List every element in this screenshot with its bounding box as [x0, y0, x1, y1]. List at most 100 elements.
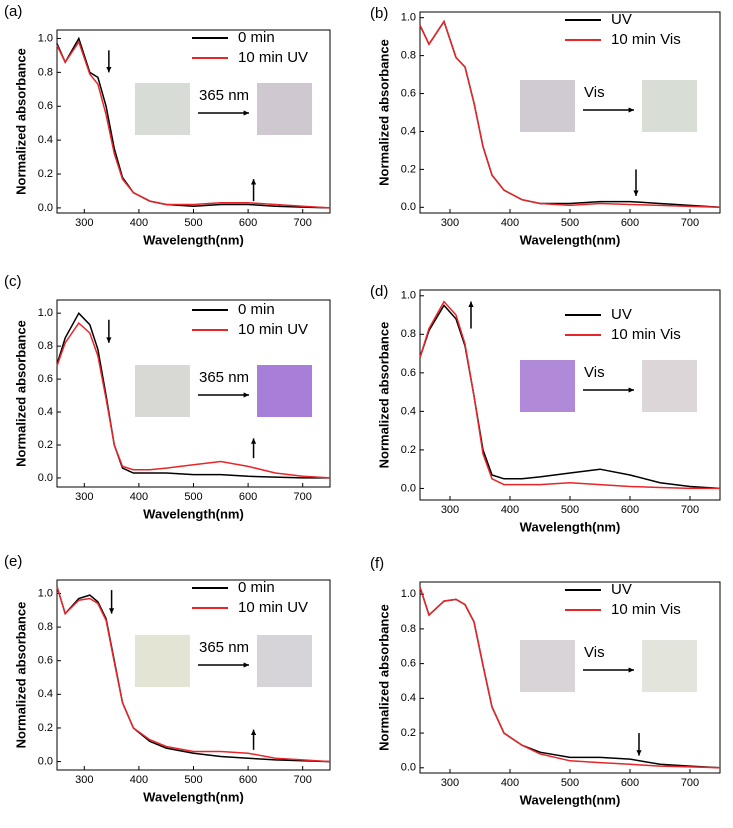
arrow-head [243, 392, 249, 398]
annotation: Vis [584, 84, 605, 101]
spectrum-line [419, 19, 721, 209]
y-tick-label: 0.4 [401, 405, 416, 417]
y-axis-label: Normalized absorbance [13, 48, 28, 195]
y-tick-label: 0.8 [401, 50, 416, 62]
legend-label: UV [611, 581, 632, 598]
arrow-head [636, 750, 642, 756]
y-tick-label: 0.8 [401, 328, 416, 340]
y-tick-label: 0.2 [38, 722, 53, 734]
y-axis-label: Normalized absorbance [13, 320, 28, 467]
spectrum-line [56, 40, 331, 209]
y-tick-label: 0.6 [401, 658, 416, 670]
inset-photo [520, 80, 575, 132]
y-tick-label: 0.6 [38, 373, 53, 385]
y-tick-label: 1.0 [38, 32, 53, 44]
y-tick-label: 0.2 [401, 163, 416, 175]
x-tick-label: 600 [621, 217, 639, 229]
annotation: 365 nm [199, 87, 249, 104]
inset-photo [520, 640, 575, 692]
legend-label: UV [611, 11, 632, 28]
arrow-head [250, 179, 257, 185]
arrow-head [628, 107, 634, 113]
y-tick-label: 0.0 [401, 482, 416, 494]
y-tick-label: 0.2 [38, 168, 53, 180]
inset-photo [135, 83, 190, 135]
arrow-head [243, 110, 249, 116]
inset-photo [642, 80, 697, 132]
x-tick-label: 600 [239, 491, 257, 503]
x-tick-label: 300 [441, 504, 459, 516]
arrow-head [250, 438, 257, 444]
inset-photo [520, 360, 575, 412]
y-tick-label: 0.6 [38, 655, 53, 667]
y-tick-label: 0.8 [38, 621, 53, 633]
legend-label: 10 min Vis [611, 601, 681, 618]
inset-photo [257, 83, 312, 135]
y-axis-label: Normalized absorbance [376, 39, 391, 186]
arrow-head [108, 608, 115, 614]
y-tick-label: 0.0 [38, 202, 53, 214]
y-tick-label: 0.6 [401, 367, 416, 379]
inset-photo [135, 365, 190, 417]
inset-photo [257, 365, 312, 417]
legend-label: 10 min Vis [611, 31, 681, 48]
y-tick-label: 0.2 [401, 727, 416, 739]
y-tick-label: 0.4 [38, 688, 53, 700]
inset-photo [642, 360, 697, 412]
arrow-head [628, 387, 634, 393]
x-tick-label: 300 [75, 217, 93, 229]
annotation: 365 nm [199, 639, 249, 656]
panel-label: (f) [370, 555, 384, 572]
y-tick-label: 0.0 [38, 472, 53, 484]
annotation: Vis [584, 644, 605, 661]
legend-label: 0 min [238, 579, 275, 596]
x-tick-label: 300 [75, 491, 93, 503]
y-tick-label: 1.0 [401, 290, 416, 302]
legend-label: 10 min UV [238, 49, 308, 66]
legend-label: 10 min Vis [611, 326, 681, 343]
x-tick-label: 600 [621, 504, 639, 516]
x-tick-label: 500 [561, 504, 579, 516]
panel-label: (c) [4, 273, 22, 290]
y-tick-label: 1.0 [401, 12, 416, 24]
y-tick-label: 1.0 [38, 307, 53, 319]
annotation: Vis [584, 364, 605, 381]
inset-photo [642, 640, 697, 692]
x-tick-label: 600 [621, 777, 639, 789]
x-tick-label: 400 [501, 504, 519, 516]
y-tick-label: 0.6 [38, 100, 53, 112]
arrow-head [628, 667, 634, 673]
y-axis-label: Normalized absorbance [13, 602, 28, 749]
x-tick-label: 700 [294, 491, 312, 503]
arrow-head [468, 301, 474, 307]
arrow-head [106, 337, 112, 343]
x-tick-label: 700 [681, 504, 699, 516]
arrow-head [106, 66, 112, 73]
y-axis-label: Normalized absorbance [376, 322, 391, 469]
panel-label: (d) [370, 283, 388, 300]
x-tick-label: 500 [184, 217, 202, 229]
panel-label: (e) [4, 553, 22, 570]
x-tick-label: 400 [130, 217, 148, 229]
y-tick-label: 0.0 [401, 762, 416, 774]
x-tick-label: 500 [184, 774, 202, 786]
legend-label: 10 min UV [238, 599, 308, 616]
x-tick-label: 300 [75, 774, 93, 786]
x-tick-label: 600 [239, 217, 257, 229]
annotation: 365 nm [199, 369, 249, 386]
legend-label: 10 min UV [238, 321, 308, 338]
y-tick-label: 0.8 [38, 66, 53, 78]
panel-label: (b) [370, 5, 388, 22]
x-tick-label: 400 [130, 774, 148, 786]
inset-photo [135, 635, 190, 687]
y-axis-label: Normalized absorbance [376, 604, 391, 751]
x-tick-label: 300 [441, 217, 459, 229]
spectrum-line [56, 586, 331, 763]
spectrum-line [419, 586, 721, 769]
x-tick-label: 500 [561, 777, 579, 789]
y-tick-label: 0.2 [38, 439, 53, 451]
x-tick-label: 300 [441, 777, 459, 789]
inset-photo [257, 635, 312, 687]
x-tick-label: 400 [130, 491, 148, 503]
